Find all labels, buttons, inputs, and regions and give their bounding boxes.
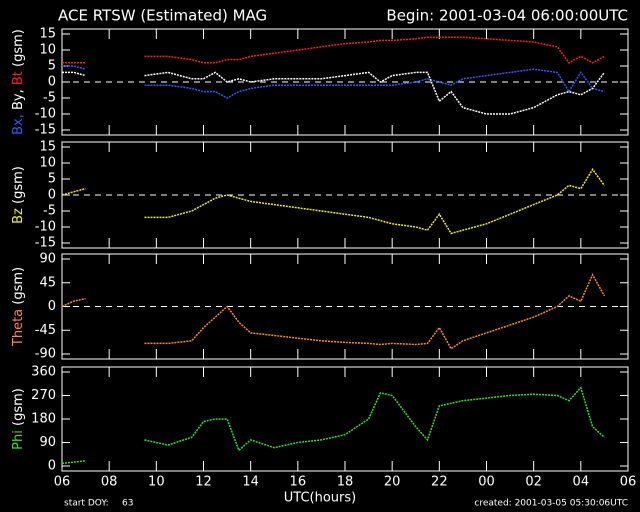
chart-title: ACE RTSW (Estimated) MAG	[58, 7, 267, 25]
y-axis-label: Theta (gsm)	[11, 267, 26, 347]
y-axis-label: Bx, By, Bt (gsm)	[11, 29, 26, 135]
y-axis-label: Phi (gsm)	[11, 388, 26, 450]
legend-entry: Bx,	[11, 114, 26, 135]
legend-entry: Theta	[11, 309, 26, 347]
y-axis-unit: (gsm)	[11, 29, 26, 67]
x-tick-label: 10	[148, 475, 165, 490]
y-tick-label: 45	[39, 275, 56, 290]
x-tick-label: 20	[384, 475, 401, 490]
data-line	[61, 168, 606, 235]
y-tick-label: 360	[31, 365, 56, 380]
y-tick-label: 5	[48, 59, 56, 74]
start-doy-label: start DOY:	[64, 499, 109, 509]
x-tick-label: 14	[242, 475, 259, 490]
y-axis-label: Bz (gsm)	[11, 166, 26, 224]
x-tick-label: 06	[620, 475, 637, 490]
legend-entry: By,	[11, 89, 26, 110]
y-tick-label: 15	[39, 140, 56, 155]
y-tick-label: 0	[48, 188, 56, 203]
x-tick-label: 16	[290, 475, 307, 490]
y-tick-label: -90	[35, 347, 56, 362]
y-tick-label: 90	[39, 252, 56, 267]
y-axis-unit: (gsm)	[11, 166, 26, 204]
data-line	[61, 386, 605, 465]
x-tick-label: 08	[101, 475, 118, 490]
y-tick-label: 10	[39, 43, 56, 58]
y-tick-label: -15	[35, 123, 56, 138]
x-tick-label: 02	[525, 475, 542, 490]
data-line	[62, 65, 605, 99]
y-tick-label: 0	[48, 459, 56, 474]
data-line	[62, 71, 606, 115]
y-tick-label: 10	[39, 156, 56, 171]
y-tick-label: -10	[35, 107, 56, 122]
legend-entry: Bt	[11, 71, 26, 85]
y-tick-label: -45	[35, 323, 56, 338]
y-tick-label: 0	[48, 75, 56, 90]
y-tick-label: -5	[43, 204, 56, 219]
data-line	[62, 36, 605, 64]
y-tick-label: 15	[39, 27, 56, 42]
y-axis-unit: (gsm)	[11, 388, 26, 426]
created-time: created: 2001-03-05 05:30:06UTC	[474, 499, 628, 509]
legend-entry: Bz	[11, 208, 26, 224]
y-axis-unit: (gsm)	[11, 267, 26, 305]
x-tick-label: 00	[478, 475, 495, 490]
data-line	[61, 273, 606, 350]
panel-frame	[61, 366, 629, 472]
begin-time: Begin: 2001-03-04 06:00:00UTC	[386, 7, 628, 25]
y-tick-label: 90	[39, 435, 56, 450]
y-tick-label: -10	[35, 220, 56, 235]
x-tick-label: 06	[54, 475, 71, 490]
y-tick-label: -15	[35, 236, 56, 251]
panel-frame	[61, 28, 629, 136]
x-axis-label: UTC(hours)	[284, 491, 356, 506]
x-tick-label: 04	[573, 475, 590, 490]
y-tick-label: 180	[31, 412, 56, 427]
legend-entry: Phi	[11, 430, 26, 450]
x-tick-label: 12	[195, 475, 212, 490]
y-tick-label: 5	[48, 172, 56, 187]
x-tick-label: 22	[431, 475, 448, 490]
panel-frame	[61, 141, 629, 249]
y-tick-label: 270	[31, 388, 56, 403]
panel-frame	[61, 253, 629, 360]
y-tick-label: -5	[43, 91, 56, 106]
start-doy: 63	[122, 499, 133, 509]
x-tick-label: 18	[337, 475, 354, 490]
y-tick-label: 0	[48, 299, 56, 314]
